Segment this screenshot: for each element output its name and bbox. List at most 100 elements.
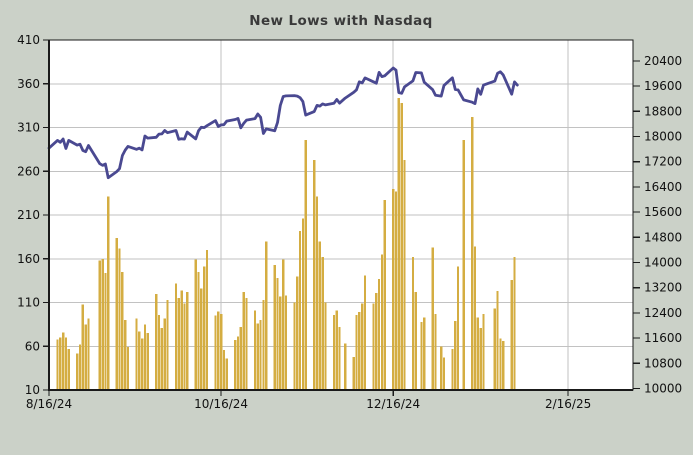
new-lows-bar [383, 200, 386, 391]
left-axis-tick-label: 210 [17, 208, 40, 222]
new-lows-bar [298, 230, 302, 390]
new-lows-bar [262, 299, 265, 391]
new-lows-bar [138, 331, 141, 391]
new-lows-bar [397, 97, 400, 390]
nasdaq-line [47, 66, 519, 180]
x-axis-tick-label: 8/16/24 [26, 397, 72, 411]
x-axis-tick-label: 12/16/24 [366, 397, 420, 411]
new-lows-bar [499, 338, 502, 391]
right-axis-tick-label: 12400 [644, 306, 682, 320]
new-lows-bar [377, 278, 381, 391]
new-lows-bar [219, 313, 223, 391]
new-lows-bar [355, 314, 358, 390]
right-axis-tick-label: 10800 [644, 356, 682, 370]
new-lows-bar [143, 324, 147, 391]
new-lows-bar [214, 315, 217, 391]
left-axis-tick-label: 110 [17, 296, 40, 310]
new-lows-bar [135, 318, 138, 390]
new-lows-bar [431, 247, 434, 391]
new-lows-bar [392, 188, 395, 390]
new-lows-bar [394, 191, 398, 391]
new-lows-bar [76, 353, 79, 390]
new-lows-bar [284, 295, 288, 390]
right-axis-tick-label: 15600 [644, 205, 682, 219]
new-lows-bar [56, 339, 59, 390]
new-lows-bar [81, 304, 85, 390]
new-lows-bar [84, 324, 87, 391]
new-lows-bar [510, 279, 513, 390]
new-lows-bar [157, 314, 161, 390]
new-lows-bar [411, 257, 415, 390]
new-lows-bar [344, 343, 347, 391]
left-axis-tick-label: 410 [17, 33, 40, 47]
new-lows-bar [253, 310, 257, 391]
new-lows-bar [482, 313, 485, 391]
chart-title: New Lows with Nasdaq [249, 13, 433, 29]
new-lows-bar [456, 266, 460, 391]
new-lows-bar [315, 196, 319, 391]
new-lows-bar [293, 302, 296, 390]
new-lows-bar [282, 259, 285, 391]
new-lows-bar [126, 347, 130, 391]
new-lows-bar [121, 271, 124, 391]
new-lows-bar [423, 317, 426, 391]
new-lows-bar [200, 288, 203, 390]
right-axis-tick-label: 18800 [644, 104, 682, 118]
new-lows-bar [78, 344, 82, 390]
new-lows-bar [473, 246, 477, 390]
left-axis-tick-label: 10 [25, 383, 40, 397]
x-axis-tick-label: 10/16/24 [194, 397, 248, 411]
new-lows-bar [59, 337, 62, 390]
new-lows-bars [56, 97, 516, 391]
x-axis-tick-label: 2/16/25 [545, 397, 591, 411]
right-axis-tick-label: 10000 [644, 381, 682, 395]
left-axis-tick-label: 310 [17, 121, 40, 135]
new-lows-bar [140, 338, 144, 391]
new-lows-bar [400, 103, 403, 390]
right-axis-tick-label: 16400 [644, 180, 682, 194]
new-lows-bar [180, 290, 183, 390]
new-lows-bar [414, 292, 417, 390]
right-axis-tick-label: 20400 [644, 54, 682, 68]
new-lows-bar [471, 117, 474, 390]
new-lows-bar [338, 327, 341, 390]
new-lows-bar [265, 241, 268, 390]
new-lows-bar [222, 349, 226, 390]
right-axis-tick-label: 17200 [644, 155, 682, 169]
new-lows-bar [101, 258, 104, 390]
new-lows-bar [375, 292, 378, 391]
new-lows-bar [61, 332, 65, 390]
left-axis-tick-label: 60 [25, 339, 40, 353]
new-lows-bar [296, 276, 299, 390]
new-lows-bar [124, 320, 127, 390]
new-lows-bar [166, 299, 169, 391]
right-axis-tick-label: 14000 [644, 255, 682, 269]
new-lows-bar [104, 272, 107, 390]
new-lows-bar [440, 346, 443, 390]
new-lows-bar [183, 303, 186, 391]
new-lows-bar [239, 327, 242, 390]
new-lows-bar [98, 260, 101, 390]
new-lows-bar [64, 337, 68, 390]
new-lows-bar [479, 327, 482, 391]
new-lows-bar [273, 264, 276, 391]
new-lows-bar [217, 311, 220, 390]
new-lows-bar [403, 159, 406, 391]
new-lows-bar [155, 293, 158, 390]
new-lows-bar [107, 196, 110, 391]
new-lows-bar [304, 139, 307, 390]
new-lows-bar [177, 298, 180, 391]
new-lows-bar [493, 308, 496, 391]
new-lows-bar [476, 317, 479, 391]
new-lows-bar [496, 291, 499, 391]
new-lows-bar [462, 139, 465, 390]
new-lows-bar [434, 313, 437, 391]
new-lows-bar [454, 320, 457, 391]
new-lows-bar [174, 283, 178, 390]
new-lows-bar [118, 248, 121, 390]
new-lows-bar [186, 292, 189, 390]
new-lows-bar [372, 303, 375, 391]
new-lows-bar [279, 296, 282, 391]
